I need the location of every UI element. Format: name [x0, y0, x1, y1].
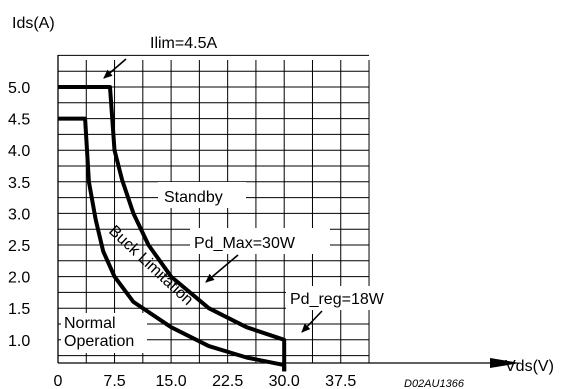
pd-reg-label-bg [286, 286, 422, 310]
y-tick-label: 1.5 [8, 301, 30, 318]
standby-label-bg [158, 182, 246, 208]
normal-operation-line2: Operation [64, 333, 134, 350]
ilim-arrow [103, 58, 127, 79]
x-axis-arrow [490, 358, 520, 368]
figure-code: D02AU1366 [404, 378, 465, 389]
x-tick-label: 37.5 [325, 373, 356, 389]
x-tick-label: 0 [54, 373, 63, 389]
pd-max-label-bg [190, 228, 330, 254]
y-tick-label: 4.0 [8, 143, 30, 160]
x-tick-labels: 0 7.5 15.0 22.5 30.0 37.5 [54, 373, 357, 389]
y-tick-label: 2.5 [8, 238, 30, 255]
ilim-annotation: Ilim=4.5A [150, 35, 217, 52]
x-axis-label: Vds(V) [505, 358, 554, 375]
normal-operation-label-bg [61, 313, 147, 353]
x-tick-label: 22.5 [212, 373, 243, 389]
buck-limitation-annotation: Buck Limitation [105, 222, 196, 308]
pd-reg-arrow [301, 310, 323, 333]
series-lines [58, 85, 287, 372]
grid-lines [58, 54, 370, 363]
series-line-1 [58, 85, 287, 372]
pd-max-arrow [205, 254, 239, 283]
pd-max-annotation: Pd_Max=30W [194, 235, 296, 252]
y-tick-label: 5.0 [8, 80, 30, 97]
normal-operation-line1: Normal [64, 315, 116, 332]
x-tick-label: 7.5 [103, 373, 125, 389]
x-tick-label: 15.0 [156, 373, 187, 389]
y-axis-label: Ids(A) [12, 15, 55, 32]
y-tick-label: 3.5 [8, 175, 30, 192]
y-tick-label: 1.0 [8, 333, 30, 350]
y-tick-label: 4.5 [8, 112, 30, 129]
series-line-2 [58, 116, 287, 372]
y-tick-label: 3.0 [8, 206, 30, 223]
y-tick-label: 2.0 [8, 270, 30, 287]
pd-reg-annotation: Pd_reg=18W [290, 291, 385, 308]
y-tick-labels: 5.0 4.5 4.0 3.5 3.0 2.5 2.0 1.5 1.0 [8, 80, 30, 350]
x-tick-label: 30.0 [269, 373, 300, 389]
standby-annotation: Standby [164, 189, 223, 206]
